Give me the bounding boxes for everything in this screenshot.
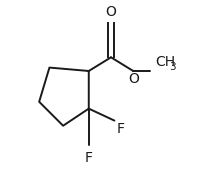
Text: O: O [128,72,139,86]
Text: 3: 3 [169,61,175,72]
Text: O: O [106,5,116,19]
Text: F: F [116,122,124,136]
Text: CH: CH [155,55,176,69]
Text: F: F [85,151,93,165]
